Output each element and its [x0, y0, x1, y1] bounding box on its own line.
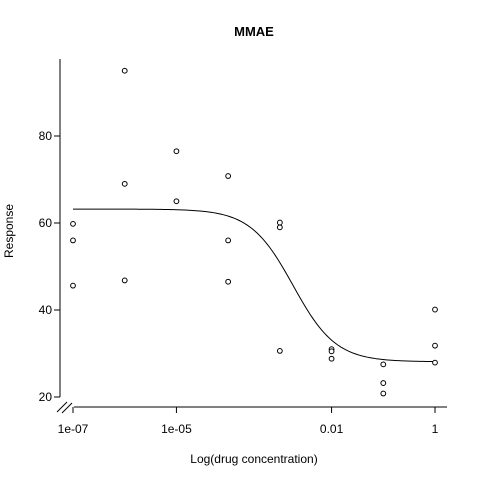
data-point — [70, 282, 76, 289]
data-point — [121, 67, 128, 74]
data-point — [276, 224, 283, 231]
axis-break-mark — [61, 402, 73, 414]
data-point — [225, 173, 232, 179]
data-point — [380, 361, 387, 368]
data-point — [70, 237, 76, 244]
data-points — [70, 67, 438, 397]
data-point — [328, 348, 335, 355]
data-point — [276, 347, 283, 354]
x-tick-label: 1 — [432, 422, 439, 436]
data-point — [225, 278, 232, 285]
data-point — [432, 306, 438, 313]
y-tick-label: 80 — [39, 129, 53, 143]
chart-title: MMAE — [234, 24, 274, 39]
data-point — [432, 359, 438, 366]
data-point — [121, 277, 128, 284]
data-point — [70, 220, 76, 227]
data-point — [380, 380, 387, 386]
y-tick-label: 40 — [39, 303, 53, 317]
data-point — [173, 148, 180, 155]
x-axis-label: Log(drug concentration) — [190, 452, 317, 466]
axis-break-mark — [56, 401, 68, 413]
data-point — [225, 237, 232, 244]
data-point — [328, 355, 335, 362]
axes: 20 40 60 80 1e-07 1e-05 0.01 1 — [39, 59, 447, 436]
y-tick-label: 60 — [39, 216, 53, 230]
data-point — [380, 390, 387, 397]
data-point — [276, 219, 283, 226]
y-axis-label: Response — [2, 204, 16, 258]
x-tick-label: 0.01 — [320, 422, 344, 436]
y-tick-label: 20 — [39, 390, 53, 404]
x-tick-label: 1e-05 — [161, 422, 192, 436]
x-tick-label: 1e-07 — [58, 422, 89, 436]
data-point — [432, 342, 438, 349]
fit-curve-group — [73, 208, 436, 363]
fit-curve — [73, 208, 436, 363]
data-point — [173, 198, 180, 205]
data-point — [121, 180, 128, 187]
